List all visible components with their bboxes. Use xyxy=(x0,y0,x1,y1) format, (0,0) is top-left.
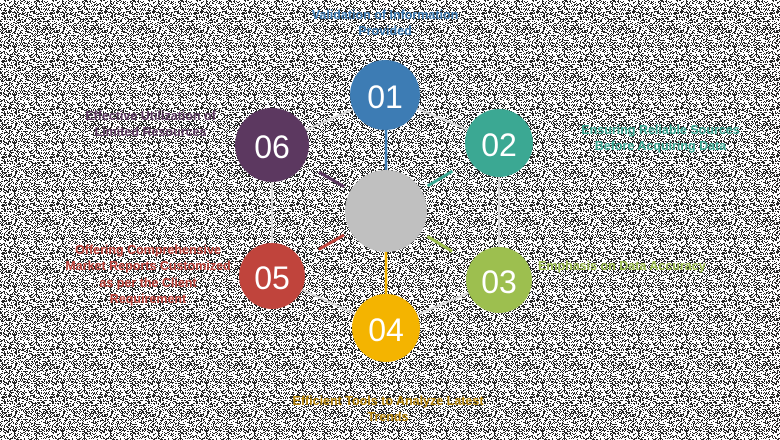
svg-text:02: 02 xyxy=(481,127,517,163)
svg-text:03: 03 xyxy=(481,264,517,300)
svg-text:04: 04 xyxy=(368,312,404,348)
svg-text:01: 01 xyxy=(367,79,403,115)
